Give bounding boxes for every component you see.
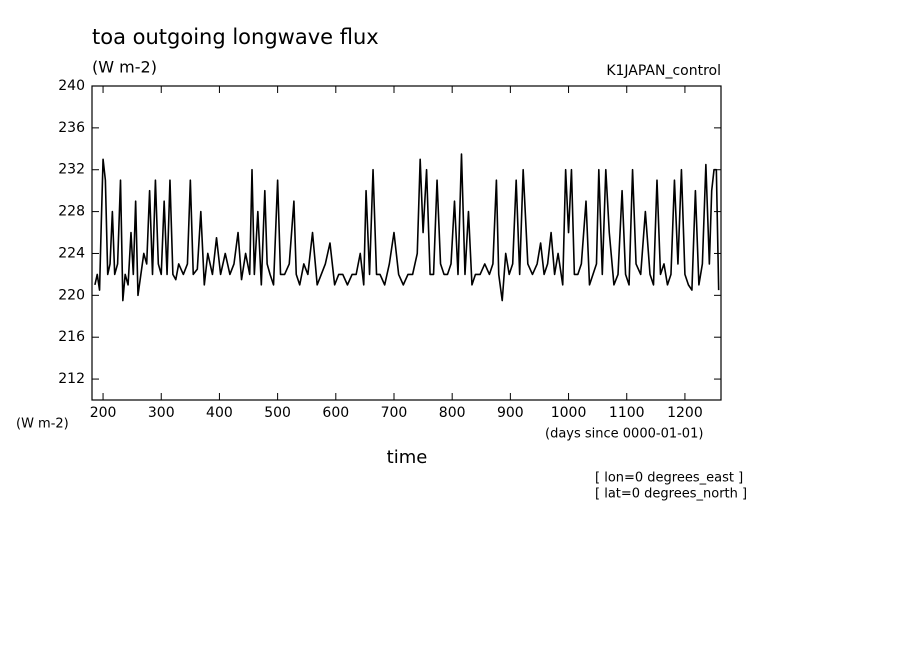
- plot-frame: [91, 85, 722, 401]
- y-tick-label: 236: [58, 120, 85, 136]
- chart-title: toa outgoing longwave flux: [92, 25, 379, 49]
- x-tick-label: 300: [148, 405, 175, 421]
- x-tick-label: 700: [381, 405, 408, 421]
- y-tick-label: 228: [58, 204, 85, 220]
- data-line: [94, 153, 720, 302]
- x-tick-label: 800: [439, 405, 466, 421]
- x-tick-label: 1200: [667, 405, 703, 421]
- run-label: K1JAPAN_control: [606, 63, 721, 79]
- annotation: [ lat=0 degrees_north ]: [595, 487, 747, 502]
- y-tick-label: 220: [58, 287, 85, 303]
- x-tick-label: 900: [497, 405, 524, 421]
- x-tick-label: 400: [206, 405, 233, 421]
- x-tick-label: 200: [90, 405, 117, 421]
- x-tick-label: 600: [322, 405, 349, 421]
- annotation: [ lon=0 degrees_east ]: [595, 471, 743, 486]
- y-tick-label: 240: [58, 78, 85, 94]
- x-axis-units: (days since 0000-01-01): [545, 427, 703, 442]
- y-units: (W m-2): [92, 58, 157, 77]
- y-tick-label: 232: [58, 162, 85, 178]
- y-tick-label: 212: [58, 371, 85, 387]
- x-axis-label: time: [387, 447, 428, 468]
- y-tick-label: 224: [58, 245, 85, 261]
- y-axis-label: (W m-2): [16, 417, 69, 432]
- y-tick-label: 216: [58, 329, 85, 345]
- x-tick-label: 500: [264, 405, 291, 421]
- x-tick-label: 1000: [551, 405, 587, 421]
- x-tick-label: 1100: [609, 405, 645, 421]
